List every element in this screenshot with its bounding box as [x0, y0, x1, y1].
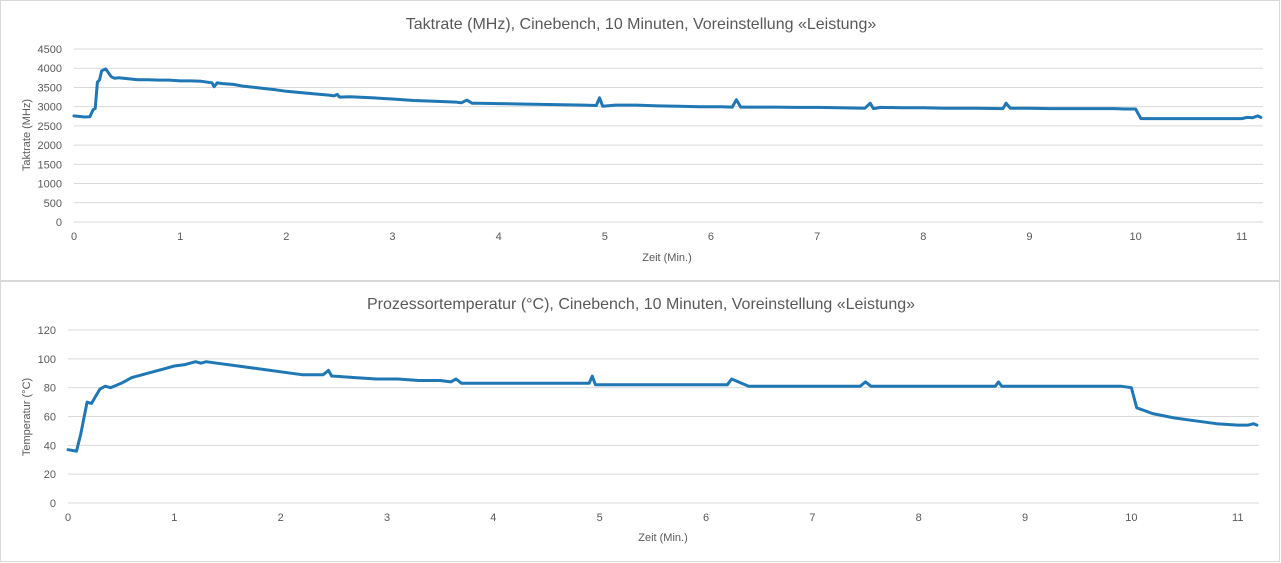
- temperature-x-tick-label: 5: [597, 512, 603, 524]
- clock-rate-y-axis-label: Taktrate (MHz): [21, 99, 33, 171]
- clock-rate-x-tick-label: 2: [283, 231, 289, 243]
- clock-rate-gridlines: [74, 49, 1263, 222]
- clock-rate-y-tick-label: 4500: [38, 44, 62, 56]
- temperature-chart-panel: Prozessortemperatur (°C), Cinebench, 10 …: [0, 281, 1280, 562]
- temperature-y-axis-label: Temperatur (°C): [21, 378, 33, 456]
- clock-rate-chart-title: Taktrate (MHz), Cinebench, 10 Minuten, V…: [406, 16, 877, 33]
- clock-rate-x-tick-label: 1: [177, 231, 183, 243]
- clock-rate-x-axis-label: Zeit (Min.): [642, 252, 692, 264]
- clock-rate-y-tick-label: 500: [44, 198, 62, 210]
- clock-rate-x-tick-label: 3: [389, 231, 395, 243]
- temperature-x-tick-label: 1: [171, 512, 177, 524]
- clock-rate-x-tick-label: 4: [496, 231, 502, 243]
- clock-rate-series-line: [74, 69, 1261, 119]
- clock-rate-y-tick-label: 4000: [38, 63, 62, 75]
- temperature-x-tick-label: 10: [1125, 512, 1137, 524]
- temperature-x-tick-label: 4: [490, 512, 496, 524]
- clock-rate-x-tick-label: 10: [1129, 231, 1141, 243]
- temperature-x-axis-label: Zeit (Min.): [638, 532, 688, 544]
- temperature-y-tick-label: 60: [44, 412, 56, 424]
- temperature-y-tick-label: 40: [44, 440, 56, 452]
- temperature-y-tick-label: 120: [38, 325, 56, 337]
- clock-rate-x-tick-label: 7: [814, 231, 820, 243]
- temperature-x-tick-label: 7: [809, 512, 815, 524]
- temperature-y-tick-label: 20: [44, 469, 56, 481]
- temperature-series-line: [68, 362, 1257, 451]
- temperature-x-tick-label: 11: [1232, 512, 1243, 524]
- temperature-x-tick-label: 8: [916, 512, 922, 524]
- clock-rate-x-ticks: 0 1 2 3 4 5 6 7 8 9 10 11: [71, 231, 1248, 243]
- clock-rate-x-tick-label: 8: [920, 231, 926, 243]
- clock-rate-y-tick-label: 3000: [38, 102, 62, 114]
- temperature-chart: Prozessortemperatur (°C), Cinebench, 10 …: [1, 282, 1281, 563]
- clock-rate-y-tick-label: 2000: [38, 140, 62, 152]
- clock-rate-y-tick-label: 2500: [38, 121, 62, 133]
- temperature-x-tick-label: 2: [278, 512, 284, 524]
- temperature-x-tick-label: 9: [1022, 512, 1028, 524]
- clock-rate-y-tick-label: 3500: [38, 82, 62, 94]
- clock-rate-y-tick-label: 0: [56, 217, 62, 229]
- clock-rate-chart-panel: Taktrate (MHz), Cinebench, 10 Minuten, V…: [0, 0, 1280, 281]
- temperature-x-tick-label: 3: [384, 512, 390, 524]
- clock-rate-y-tick-label: 1000: [38, 179, 62, 191]
- temperature-y-tick-label: 80: [44, 383, 56, 395]
- clock-rate-x-tick-label: 0: [71, 231, 77, 243]
- clock-rate-y-ticks: 0 500 1000 1500 2000 2500 3000 3500 4000 4500: [38, 44, 62, 229]
- temperature-y-tick-label: 0: [50, 498, 56, 510]
- temperature-gridlines: [68, 330, 1259, 503]
- temperature-x-tick-label: 0: [65, 512, 71, 524]
- temperature-y-ticks: 0 20 40 60 80 100 120: [38, 325, 56, 510]
- clock-rate-y-tick-label: 1500: [38, 159, 62, 171]
- clock-rate-x-tick-label: 9: [1026, 231, 1032, 243]
- temperature-x-tick-label: 6: [703, 512, 709, 524]
- clock-rate-x-tick-label: 11: [1236, 231, 1247, 243]
- clock-rate-chart: Taktrate (MHz), Cinebench, 10 Minuten, V…: [1, 1, 1281, 282]
- temperature-x-ticks: 0 1 2 3 4 5 6 7 8 9 10 11: [65, 512, 1244, 524]
- clock-rate-x-tick-label: 6: [708, 231, 714, 243]
- clock-rate-x-tick-label: 5: [602, 231, 608, 243]
- temperature-chart-title: Prozessortemperatur (°C), Cinebench, 10 …: [367, 296, 915, 313]
- temperature-y-tick-label: 100: [38, 354, 56, 366]
